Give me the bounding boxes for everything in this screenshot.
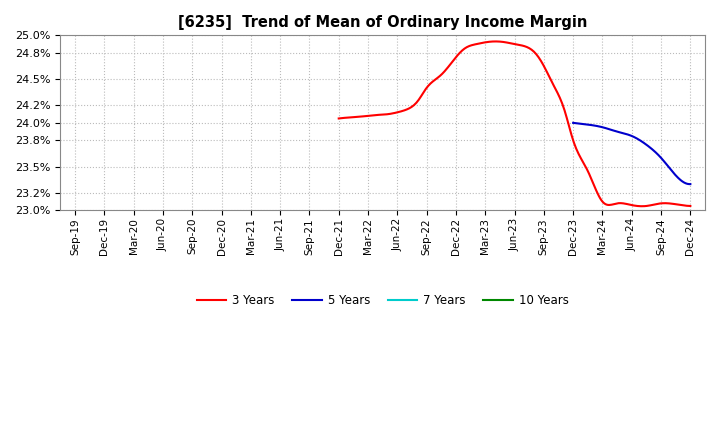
5 Years <box>590 123 599 128</box>
5 Years <box>685 181 694 187</box>
3 Years <box>491 39 500 44</box>
3 Years <box>336 116 344 121</box>
5 Years <box>600 125 608 130</box>
3 Years <box>545 74 554 79</box>
Title: [6235]  Trend of Mean of Ordinary Income Margin: [6235] Trend of Mean of Ordinary Income … <box>178 15 588 30</box>
5 Years <box>574 121 582 126</box>
3 Years <box>632 203 641 209</box>
Line: 3 Years: 3 Years <box>338 41 690 206</box>
Line: 5 Years: 5 Years <box>573 123 690 184</box>
3 Years <box>544 72 552 77</box>
5 Years <box>576 121 585 126</box>
5 Years <box>569 120 577 125</box>
3 Years <box>655 201 664 206</box>
5 Years <box>686 181 695 187</box>
5 Years <box>680 180 689 185</box>
3 Years <box>638 204 647 209</box>
Legend: 3 Years, 5 Years, 7 Years, 10 Years: 3 Years, 5 Years, 7 Years, 10 Years <box>192 290 573 312</box>
3 Years <box>551 85 559 91</box>
3 Years <box>334 116 343 121</box>
3 Years <box>686 203 695 209</box>
5 Years <box>676 177 685 183</box>
